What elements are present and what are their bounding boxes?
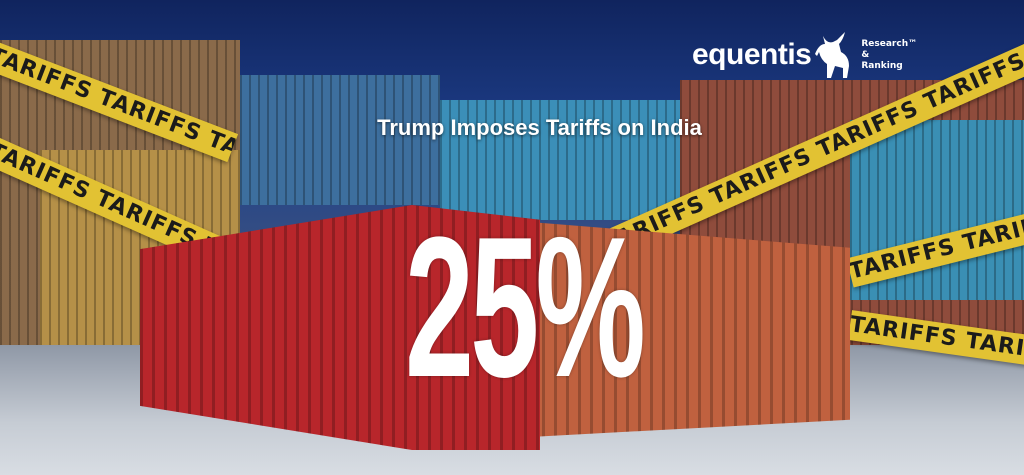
container-stack-mid xyxy=(240,75,440,205)
logo-wordmark: equentis xyxy=(692,38,812,71)
logo-tagline: Research™ xyxy=(861,38,918,49)
banner-title: Trump Imposes Tariffs on India xyxy=(377,115,702,140)
orange-container xyxy=(530,222,850,437)
logo-tagline: & xyxy=(861,49,870,60)
bull-icon xyxy=(815,32,850,78)
container-stack-mid2 xyxy=(440,100,680,220)
red-container xyxy=(140,205,540,450)
tariff-percentage: 25% xyxy=(405,196,646,419)
logo-tagline: Ranking xyxy=(861,60,903,71)
equentis-logo: equentis Research™ & Ranking xyxy=(692,30,917,80)
